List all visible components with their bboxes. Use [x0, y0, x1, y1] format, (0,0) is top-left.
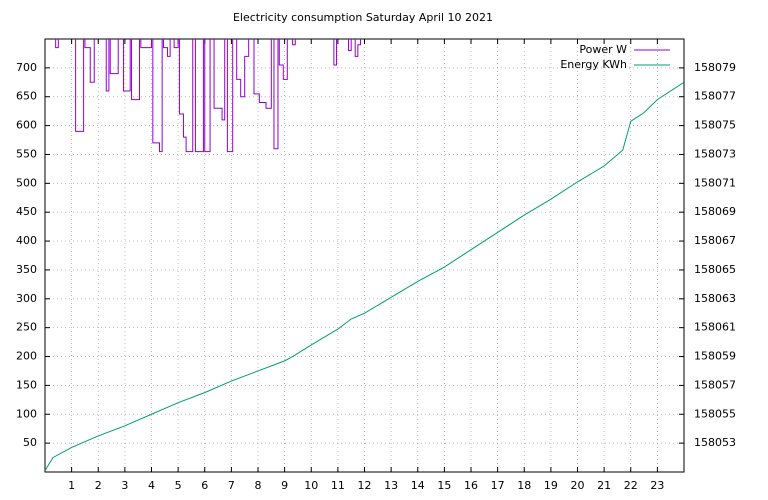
y-tick-label: 500 — [16, 176, 37, 189]
y-tick-label: 650 — [16, 90, 37, 103]
x-tick-label: 2 — [95, 479, 102, 492]
x-tick-label: 10 — [304, 479, 318, 492]
y-tick-label: 350 — [16, 263, 37, 276]
x-tick-label: 19 — [544, 479, 558, 492]
x-tick-label: 9 — [281, 479, 288, 492]
y-tick-label: 100 — [16, 407, 37, 420]
y2-tick-label: 158055 — [694, 407, 736, 420]
y-tick-label: 400 — [16, 234, 37, 247]
x-tick-label: 16 — [464, 479, 478, 492]
y-tick-label: 200 — [16, 350, 37, 363]
y2-tick-label: 158063 — [694, 292, 736, 305]
x-tick-label: 14 — [411, 479, 425, 492]
y-tick-label: 250 — [16, 321, 37, 334]
x-tick-label: 22 — [624, 479, 638, 492]
x-tick-label: 6 — [201, 479, 208, 492]
y-tick-label: 600 — [16, 119, 37, 132]
x-tick-label: 3 — [121, 479, 128, 492]
y2-tick-label: 158053 — [694, 436, 736, 449]
legend-label: Power W — [579, 43, 627, 56]
x-tick-label: 17 — [491, 479, 505, 492]
x-tick-label: 5 — [175, 479, 182, 492]
y-tick-label: 150 — [16, 378, 37, 391]
x-tick-label: 15 — [437, 479, 451, 492]
y2-tick-label: 158065 — [694, 263, 736, 276]
y2-tick-label: 158069 — [694, 205, 736, 218]
y2-tick-label: 158071 — [694, 176, 736, 189]
x-tick-label: 12 — [358, 479, 372, 492]
x-tick-label: 21 — [597, 479, 611, 492]
x-tick-label: 18 — [517, 479, 531, 492]
y2-tick-label: 158057 — [694, 378, 736, 391]
y2-tick-label: 158073 — [694, 147, 736, 160]
y2-tick-label: 158079 — [694, 61, 736, 74]
y2-tick-label: 158061 — [694, 321, 736, 334]
y-tick-label: 300 — [16, 292, 37, 305]
y2-tick-label: 158067 — [694, 234, 736, 247]
x-tick-label: 4 — [148, 479, 155, 492]
x-tick-label: 13 — [384, 479, 398, 492]
x-tick-label: 11 — [331, 479, 345, 492]
x-tick-label: 7 — [228, 479, 235, 492]
series-line — [45, 81, 684, 471]
plot-border — [44, 38, 685, 473]
x-tick-label: 23 — [650, 479, 664, 492]
legend-label: Energy KWh — [560, 58, 627, 71]
y2-tick-label: 158077 — [694, 90, 736, 103]
y2-tick-label: 158059 — [694, 350, 736, 363]
x-tick-label: 1 — [68, 479, 75, 492]
y-tick-label: 450 — [16, 205, 37, 218]
y2-tick-label: 158075 — [694, 119, 736, 132]
series-line — [55, 39, 362, 153]
x-tick-label: 8 — [255, 479, 262, 492]
x-tick-label: 20 — [571, 479, 585, 492]
plot-area — [45, 39, 684, 471]
y-tick-label: 700 — [16, 61, 37, 74]
chart-title: Electricity consumption Saturday April 1… — [233, 11, 493, 24]
y-tick-label: 550 — [16, 147, 37, 160]
y-tick-label: 50 — [23, 436, 37, 449]
